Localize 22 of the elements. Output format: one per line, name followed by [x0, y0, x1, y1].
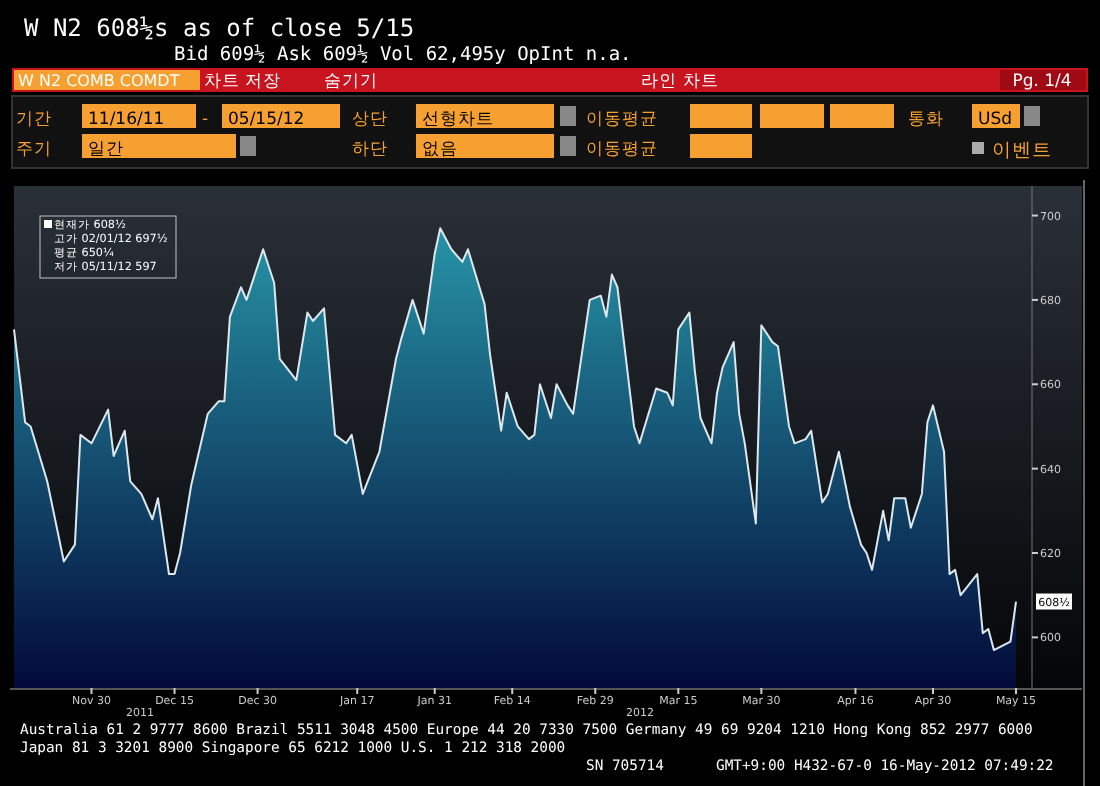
text: W N2 COMB COMDT [18, 72, 180, 90]
text: 숨기기 [324, 72, 378, 92]
text: 차트 저장 [204, 72, 282, 92]
text: Pg. 1/4 [1012, 72, 1072, 92]
text: 하단 [352, 140, 388, 160]
text: 이벤트 [992, 140, 1052, 162]
text: 11/16/11 [88, 110, 165, 130]
text: 주기 [16, 140, 52, 160]
chart-title: W N2 608½s as of close 5/15 [24, 14, 415, 42]
text: 없음 [422, 140, 458, 160]
text: 통화 [908, 110, 944, 130]
text: 상단 [352, 110, 388, 130]
text: 05/15/12 [228, 110, 305, 130]
chart-subtitle: Bid 609½ Ask 609½ Vol 62,495y OpInt n.a. [174, 44, 632, 66]
text: 일간 [88, 140, 124, 160]
text: - [202, 110, 209, 130]
text: 이동평균 [586, 140, 658, 160]
text: 선형차트 [422, 110, 494, 130]
text: 기간 [16, 110, 52, 130]
text: 라인 차트 [641, 72, 719, 92]
text: USd [978, 110, 1013, 130]
text: 이동평균 [586, 110, 658, 130]
